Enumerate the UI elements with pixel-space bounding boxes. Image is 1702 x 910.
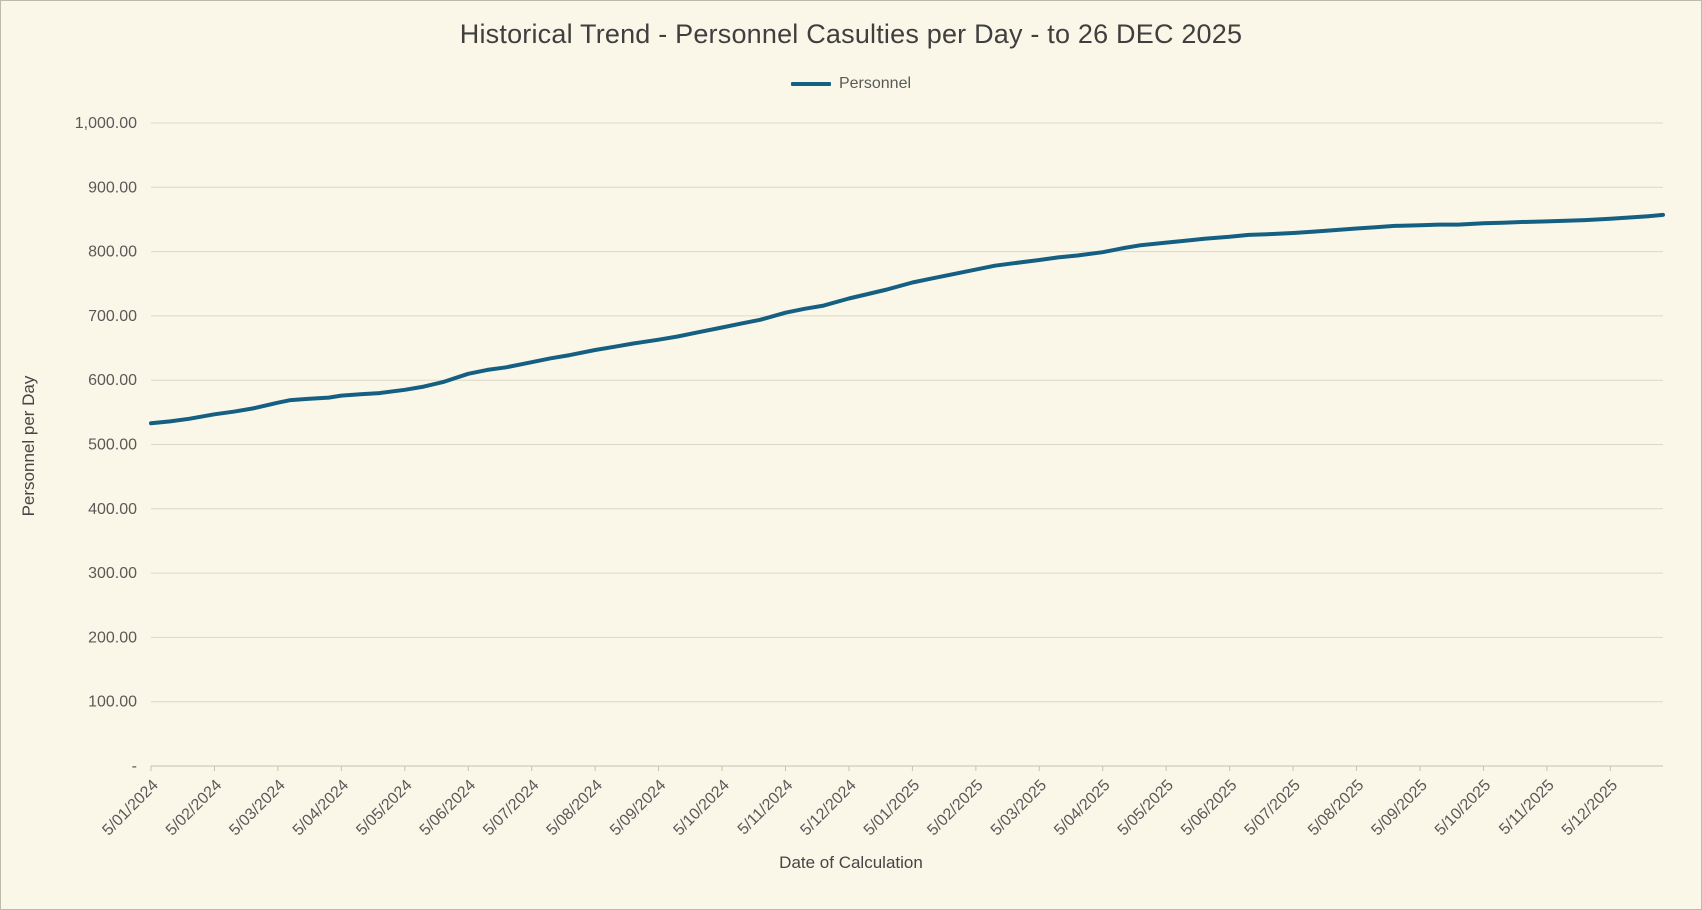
x-tick-label: 5/10/2024 <box>671 777 733 839</box>
x-tick-labels: 5/01/2024 5/02/2024 5/03/2024 5/04/2024 5/05… <box>99 777 1621 839</box>
x-tick-label: 5/07/2025 <box>1242 777 1304 839</box>
x-tick-label: 5/05/2025 <box>1115 777 1177 839</box>
y-tick-label: 700.00 <box>88 308 137 325</box>
x-tick-label: 5/03/2025 <box>988 777 1050 839</box>
x-tick-label: 5/04/2025 <box>1051 777 1113 839</box>
x-tick-label: 5/09/2025 <box>1368 777 1430 839</box>
y-tick-label: - <box>132 758 137 775</box>
y-tick-label: 900.00 <box>88 179 137 196</box>
y-tick-label: 1,000.00 <box>75 115 137 132</box>
personnel-series-line <box>149 212 1665 426</box>
x-tick-marks <box>150 766 1611 771</box>
y-tick-label: 300.00 <box>88 565 137 582</box>
y-tick-label: 400.00 <box>88 501 137 518</box>
y-tick-label: 600.00 <box>88 372 137 389</box>
x-tick-label: 5/08/2025 <box>1305 777 1367 839</box>
x-tick-label: 5/11/2025 <box>1496 777 1558 839</box>
y-tick-label: 200.00 <box>88 629 137 646</box>
y-tick-labels: 1,000.00 900.00 800.00 700.00 600.00 500.00 40… <box>75 115 137 775</box>
x-tick-label: 5/12/2025 <box>1559 777 1621 839</box>
gridlines <box>151 122 1663 767</box>
x-tick-label: 5/10/2025 <box>1432 777 1494 839</box>
legend-line-swatch <box>790 82 831 86</box>
chart-title: Historical Trend - Personnel Casulties p… <box>459 19 1243 49</box>
x-tick-label: 5/03/2024 <box>226 777 288 839</box>
x-tick-label: 5/08/2024 <box>544 777 606 839</box>
legend: Personnel <box>1 75 1701 93</box>
legend-label: Personnel <box>838 75 912 92</box>
y-tick-label: 800.00 <box>88 244 137 261</box>
x-tick-label: 5/11/2024 <box>735 777 797 839</box>
x-tick-label: 5/04/2024 <box>290 777 352 839</box>
x-tick-label: 5/02/2025 <box>924 777 986 839</box>
x-tick-label: 5/01/2024 <box>99 777 161 839</box>
x-tick-label: 5/07/2024 <box>480 777 542 839</box>
y-tick-label: 500.00 <box>88 437 137 454</box>
x-tick-label: 5/12/2024 <box>797 777 859 839</box>
x-tick-label: 5/01/2025 <box>861 777 923 839</box>
x-tick-label: 5/06/2024 <box>417 777 479 839</box>
y-tick-label: 100.00 <box>88 694 137 711</box>
x-tick-label: 5/05/2024 <box>353 777 415 839</box>
x-tick-label: 5/02/2024 <box>163 777 225 839</box>
x-axis-title: Date of Calculation <box>779 853 923 872</box>
x-tick-label: 5/06/2025 <box>1178 777 1240 839</box>
x-tick-label: 5/09/2024 <box>607 777 669 839</box>
